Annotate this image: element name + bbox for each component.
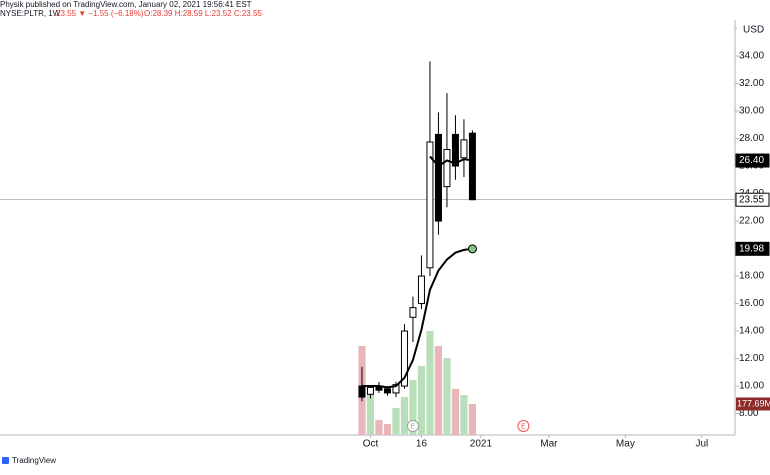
tradingview-logo: TradingView <box>2 456 56 465</box>
candle-body <box>426 141 434 269</box>
y-tick-label: 22.00 <box>739 216 764 227</box>
price-label-box <box>735 241 770 256</box>
volume-bar <box>417 366 426 435</box>
y-tick-label: 18.00 <box>739 271 764 282</box>
y-tick-label: 10.00 <box>739 381 764 392</box>
volume-bar <box>366 392 375 435</box>
event-marker <box>406 420 419 432</box>
volume-bar <box>426 330 434 435</box>
candle-body <box>460 139 468 159</box>
moving-average <box>429 155 473 168</box>
volume-bar <box>409 380 417 435</box>
event-label: E <box>521 423 526 430</box>
price-label: 26.40 <box>739 155 764 166</box>
logo-icon <box>2 457 9 464</box>
moving-average <box>361 247 473 389</box>
volume-bar <box>468 403 477 435</box>
event-marker <box>517 420 530 432</box>
currency: USD <box>743 25 764 36</box>
volume-bar <box>451 388 460 435</box>
brand: TradingView <box>12 456 56 465</box>
price-label-box <box>735 153 770 168</box>
price-label: 23.55 <box>739 194 764 205</box>
y-tick-label: 14.00 <box>739 326 764 337</box>
symbol: NYSE:PLTR, 1W <box>0 9 61 18</box>
y-tick-label: 28.00 <box>739 133 764 144</box>
volume-bar <box>460 395 468 435</box>
x-tick-label: May <box>616 439 635 450</box>
candle-body <box>417 275 425 305</box>
candle-body <box>366 386 374 395</box>
x-tick-label: 16 <box>416 439 428 450</box>
volume-bar <box>392 407 400 435</box>
y-tick-label: 34.00 <box>739 51 764 62</box>
ohlc: O:28.39 H:28.59 L:23.52 C:23.55 <box>144 9 262 18</box>
candle-body <box>383 388 391 394</box>
volume-bar <box>443 358 451 435</box>
y-tick-label: 8.00 <box>739 408 759 419</box>
plot: 8.0010.0012.0014.0016.0018.0020.0022.002… <box>0 22 770 450</box>
candle-body <box>451 133 459 167</box>
candle-body <box>443 149 451 188</box>
volume-bar <box>383 424 392 435</box>
ma-end-dot <box>467 244 477 254</box>
change: 23.55 ▼ −1.55 (−6.18%) <box>56 9 144 18</box>
y-tick-label: 16.00 <box>739 298 764 309</box>
event-label: E <box>411 423 416 430</box>
candle-body <box>434 133 442 222</box>
price-label-box <box>735 192 770 207</box>
published-line: Physik published on TradingView.com, Jan… <box>0 0 252 9</box>
price-label: 19.98 <box>739 243 764 254</box>
x-tick-label: Jul <box>695 439 708 450</box>
candle-body <box>409 307 417 318</box>
y-tick-label: 30.00 <box>739 106 764 117</box>
x-tick-label: 2021 <box>470 439 493 450</box>
volume-bar <box>400 396 409 435</box>
candle-body <box>400 330 408 387</box>
candle-body <box>468 132 476 201</box>
volume-bar <box>434 345 443 435</box>
x-tick-label: Oct <box>363 439 379 450</box>
candle-body <box>358 385 366 398</box>
y-tick-label: 12.00 <box>739 353 764 364</box>
y-tick-label: 32.00 <box>739 78 764 89</box>
volume-label-box <box>736 397 770 411</box>
currency-box <box>737 22 767 36</box>
x-tick-label: Mar <box>540 439 558 450</box>
volume-label: 177.69M <box>737 398 770 408</box>
volume-bar <box>375 419 383 435</box>
